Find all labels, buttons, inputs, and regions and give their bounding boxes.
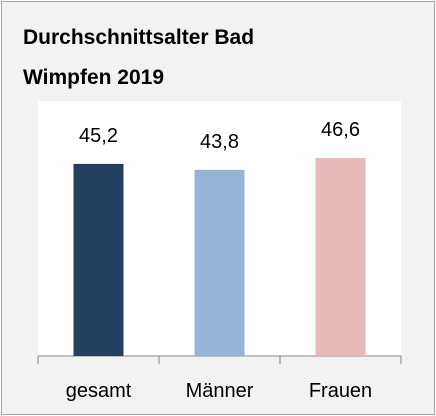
bar [73,163,124,356]
value-label: 43,8 [200,131,239,153]
value-label: 45,2 [79,125,118,147]
x-tick-label: Männer [186,380,254,402]
bar [315,157,366,356]
x-tick-label: Frauen [309,380,372,402]
bar [194,169,245,356]
chart-title: Durchschnittsalter Bad Wimpfen 2019 [23,26,255,89]
value-label: 46,6 [321,119,360,141]
x-tick-label: gesamt [66,380,132,402]
